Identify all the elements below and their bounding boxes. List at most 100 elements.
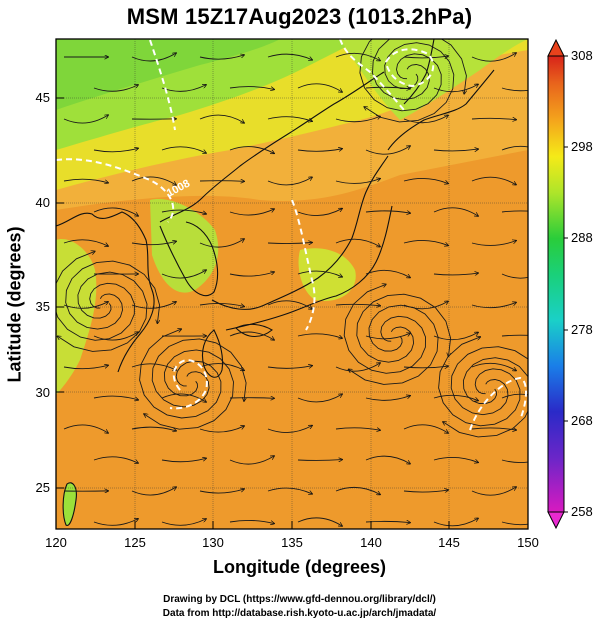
isobar-1008: [56, 158, 175, 223]
honshu-south-coast: [225, 205, 393, 331]
streamline: [471, 241, 516, 246]
streamline: [433, 207, 478, 216]
colorbar-tick-label: 258: [571, 504, 593, 519]
y-axis-label: Latitude (degrees): [4, 226, 25, 383]
isobar-east-low: [469, 376, 527, 431]
streamline: [267, 300, 312, 309]
streamline: [335, 363, 380, 372]
streamline: [93, 332, 138, 341]
streamline: [199, 363, 244, 371]
x-tick-label: 135: [281, 535, 303, 550]
streamline: [433, 394, 478, 400]
streamline: [365, 396, 410, 401]
streamline: [471, 428, 516, 430]
streamline: [199, 426, 244, 433]
temperature-zone-cooler: [56, 39, 280, 110]
x-tick-label: 120: [45, 535, 67, 550]
streamline: [161, 393, 206, 402]
streamline: [365, 521, 410, 522]
streamline: [267, 116, 312, 121]
colorbar-tick-label: 278: [571, 322, 593, 337]
streamline: [267, 426, 312, 433]
streamline: [403, 490, 448, 492]
streamline: [335, 428, 380, 430]
streamline: [229, 331, 274, 340]
streamline: [267, 53, 312, 60]
streamline: [403, 115, 448, 124]
streamline: [93, 519, 138, 526]
streamline: [403, 240, 448, 245]
streamline: [229, 398, 274, 399]
streamline: [131, 176, 176, 185]
streamline: [161, 146, 206, 153]
streamline: [335, 116, 380, 123]
streamline: [131, 487, 176, 496]
streamline: [161, 458, 206, 463]
streamline: [93, 207, 138, 216]
streamline: [335, 238, 380, 247]
colorbar-max-arrow: [547, 38, 565, 57]
streamline: [365, 333, 410, 340]
streamline: [297, 460, 342, 461]
colorbar-tick-label: 298: [571, 139, 593, 154]
colorbar-tick-label: 308: [571, 48, 593, 63]
streamline: [372, 39, 467, 101]
streamline: [501, 459, 528, 463]
temperature-zone-korea: [150, 199, 219, 293]
x-tick-label: 130: [202, 535, 224, 550]
streamline: [161, 519, 206, 526]
streamline: [343, 284, 426, 374]
streamline: [443, 357, 528, 438]
korea-coast: [159, 221, 219, 297]
streamline: [63, 115, 108, 124]
y-tick-labels: 25 30 35 40 45: [36, 90, 50, 495]
isobars: [56, 39, 527, 431]
colorbar-scale: [547, 55, 565, 513]
streamline: [93, 456, 138, 463]
streamline: [433, 84, 478, 93]
streamline: [267, 243, 312, 244]
streamline: [335, 486, 380, 494]
streamline: [403, 366, 448, 368]
isobar-low-center: [169, 358, 208, 410]
axis-ticks: [55, 97, 529, 529]
streamline: [131, 302, 176, 309]
streamline: [267, 177, 312, 186]
colorbar: 308 298 288 278 268 258: [547, 38, 593, 530]
streamline: [267, 487, 312, 494]
x-tick-label: 140: [360, 535, 382, 550]
streamline: [501, 145, 528, 151]
streamline: [365, 269, 410, 277]
colorbar-tick-label: 268: [571, 413, 593, 428]
colorbar-min-arrow: [547, 511, 565, 530]
streamline: [151, 338, 246, 408]
streamline: [471, 362, 516, 370]
streamline: [297, 270, 342, 277]
x-tick-label: 150: [517, 535, 539, 550]
y-tick-label: 30: [36, 385, 50, 400]
streamline: [365, 146, 410, 155]
china-coast: [56, 211, 155, 373]
colorbar-tick-label: 288: [571, 230, 593, 245]
streamline: [335, 304, 380, 305]
streamline: [297, 209, 342, 216]
streamline: [297, 149, 342, 152]
streamline: [335, 52, 380, 60]
streamline: [364, 42, 455, 123]
streamline: [365, 87, 410, 88]
streamline: [297, 83, 342, 92]
streamline: [93, 148, 138, 153]
colorbar-tick-labels: 308 298 288 278 268 258: [571, 48, 593, 519]
streamline: [199, 303, 244, 306]
streamline: [199, 181, 244, 182]
y-tick-label: 35: [36, 299, 50, 314]
streamline: [501, 273, 528, 279]
isobar-honshu: [291, 199, 316, 331]
streamline: [471, 53, 516, 62]
streamline: [403, 177, 448, 183]
streamline: [56, 251, 135, 341]
x-axis-label: Longitude (degrees): [212, 557, 386, 577]
streamline: [229, 209, 274, 216]
streamline: [349, 304, 439, 385]
streamline: [297, 333, 342, 338]
